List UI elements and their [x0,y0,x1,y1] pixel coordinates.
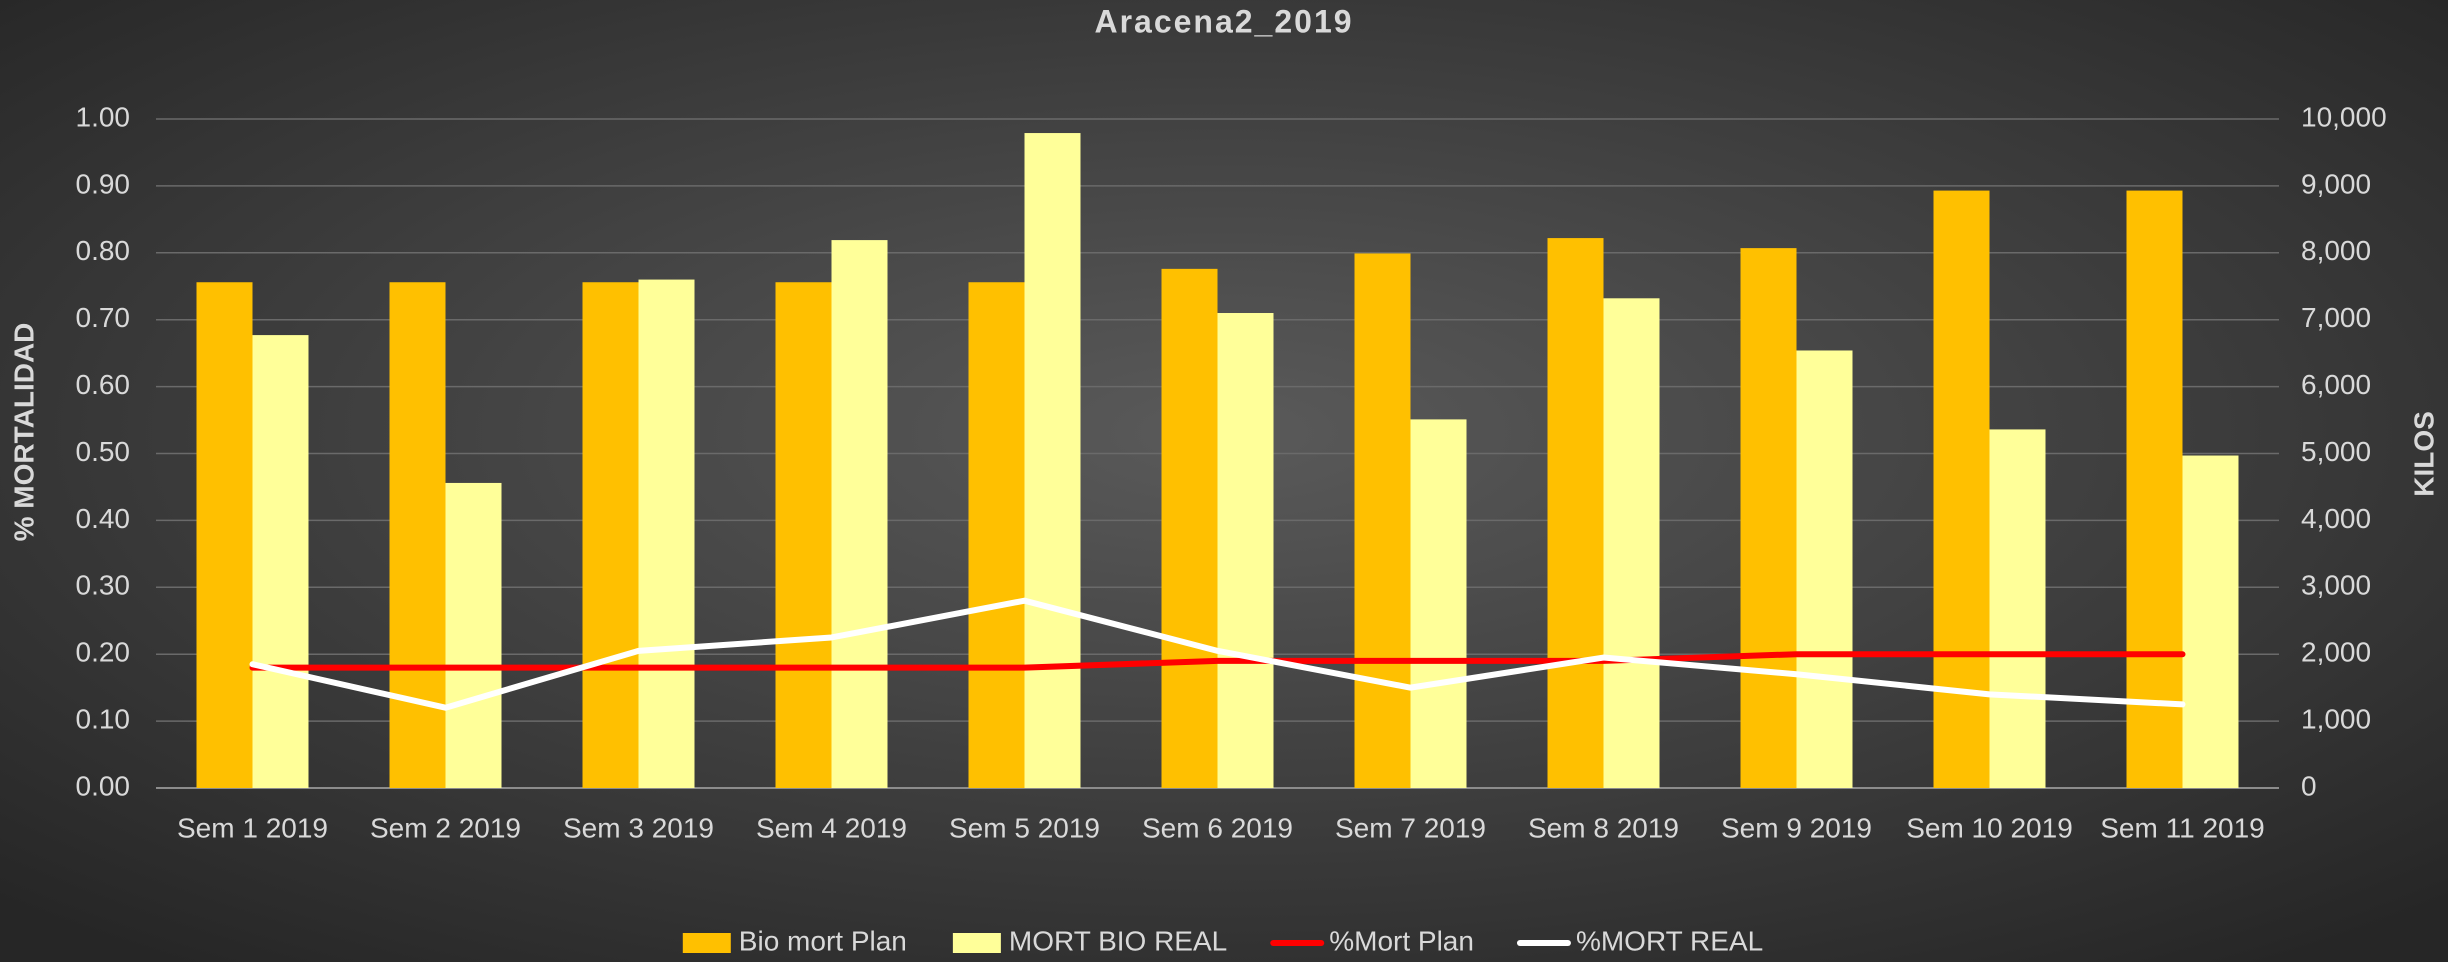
y-tick-label: 0.00 [76,770,131,801]
bar [1410,419,1467,788]
bar [775,282,832,788]
bar [968,282,1025,788]
y-tick-label: 0.40 [76,503,131,534]
bar [831,240,888,789]
bar [1740,248,1797,788]
y-tick-label: 0.30 [76,570,131,601]
y-tick-label: 0.60 [76,369,131,400]
bar [2126,190,2183,788]
x-tick-label: Sem 3 2019 [563,812,714,843]
x-tick-label: Sem 10 2019 [1906,812,2073,843]
bar [582,282,639,788]
y2-tick-label: 0 [2301,770,2317,801]
x-tick-label: Sem 4 2019 [756,812,907,843]
y-tick-label: 1.00 [76,101,131,132]
bar [252,335,309,788]
y2-tick-label: 9,000 [2301,168,2371,199]
bar [196,282,253,788]
x-tick-label: Sem 2 2019 [370,812,521,843]
x-tick-label: Sem 11 2019 [2100,812,2265,843]
line-series [249,597,2186,711]
y2-tick-label: 7,000 [2301,302,2371,333]
legend-label: MORT BIO REAL [1009,925,1227,956]
bar [1933,190,1990,788]
x-tick-label: Sem 7 2019 [1335,812,1486,843]
bar [389,282,446,788]
bar [1603,298,1660,788]
bar [1989,429,2046,788]
y-tick-label: 0.50 [76,436,131,467]
legend-label: Bio mort Plan [739,925,907,956]
legend-swatch [952,933,1001,953]
x-tick-label: Sem 8 2019 [1528,812,1679,843]
bar [638,279,695,788]
x-tick-label: Sem 6 2019 [1142,812,1293,843]
x-tick-label: Sem 1 2019 [177,812,328,843]
y-tick-label: 0.80 [76,235,131,266]
x-tick-label: Sem 9 2019 [1721,812,1872,843]
x-tick-label: Sem 5 2019 [949,812,1100,843]
chart-title: Aracena2_2019 [1094,3,1353,39]
y2-tick-label: 2,000 [2301,637,2371,668]
bar [1161,268,1218,789]
bar [1796,350,1853,788]
y2-tick-label: 10,000 [2301,101,2387,132]
y2-tick-label: 8,000 [2301,235,2371,266]
legend-label: %MORT REAL [1576,925,1763,956]
bar [2182,455,2239,788]
legend-label: %Mort Plan [1329,925,1474,956]
y-tick-label: 0.10 [76,703,131,734]
y2-tick-label: 5,000 [2301,436,2371,467]
bar [445,482,502,788]
y2-tick-label: 3,000 [2301,570,2371,601]
bar [1547,238,1604,788]
y2-tick-label: 4,000 [2301,503,2371,534]
legend-swatch [682,933,731,953]
bar [1024,133,1081,788]
y-tick-label: 0.20 [76,637,131,668]
bar [1217,313,1274,788]
y2-tick-label: 6,000 [2301,369,2371,400]
y2-axis-title: KILOS [2408,411,2439,497]
y2-tick-label: 1,000 [2301,703,2371,734]
y-axis-title: % MORTALIDAD [8,323,39,542]
bar [1354,253,1411,788]
y-tick-label: 0.90 [76,168,131,199]
y-tick-label: 0.70 [76,302,131,333]
